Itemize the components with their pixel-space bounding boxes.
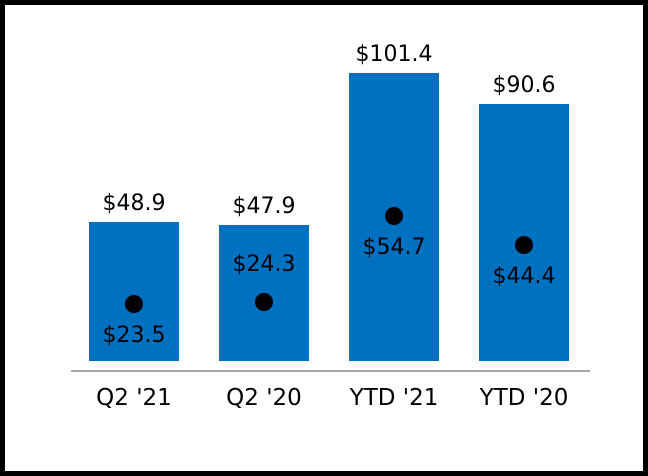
x-axis-line <box>71 370 590 372</box>
x-axis-label-ytd-20: YTD '20 <box>479 385 569 411</box>
x-axis-label-q2-21: Q2 '21 <box>96 385 172 411</box>
bar-ytd-20 <box>479 103 569 361</box>
dot-value-label-q2-20: $24.3 <box>232 252 296 277</box>
x-axis-label-ytd-21: YTD '21 <box>349 385 439 411</box>
dot-marker-ytd-20 <box>515 235 533 254</box>
dot-marker-q2-20 <box>255 292 273 311</box>
x-axis-label-q2-20: Q2 '20 <box>226 385 302 411</box>
dot-value-label-ytd-21: $54.7 <box>362 234 426 260</box>
dot-value-label-q2-21: $23.5 <box>102 323 166 349</box>
bar-value-label-q2-21: $48.9 <box>102 191 166 217</box>
bar-q2-21 <box>89 222 179 361</box>
bar-value-label-ytd-21: $101.4 <box>355 42 433 68</box>
dot-marker-q2-21 <box>125 295 143 314</box>
dot-value-label-ytd-20: $44.4 <box>492 263 556 289</box>
bar-value-label-ytd-20: $90.6 <box>492 72 556 98</box>
dot-marker-ytd-21 <box>385 206 403 225</box>
bar-value-label-q2-20: $47.9 <box>232 193 296 219</box>
